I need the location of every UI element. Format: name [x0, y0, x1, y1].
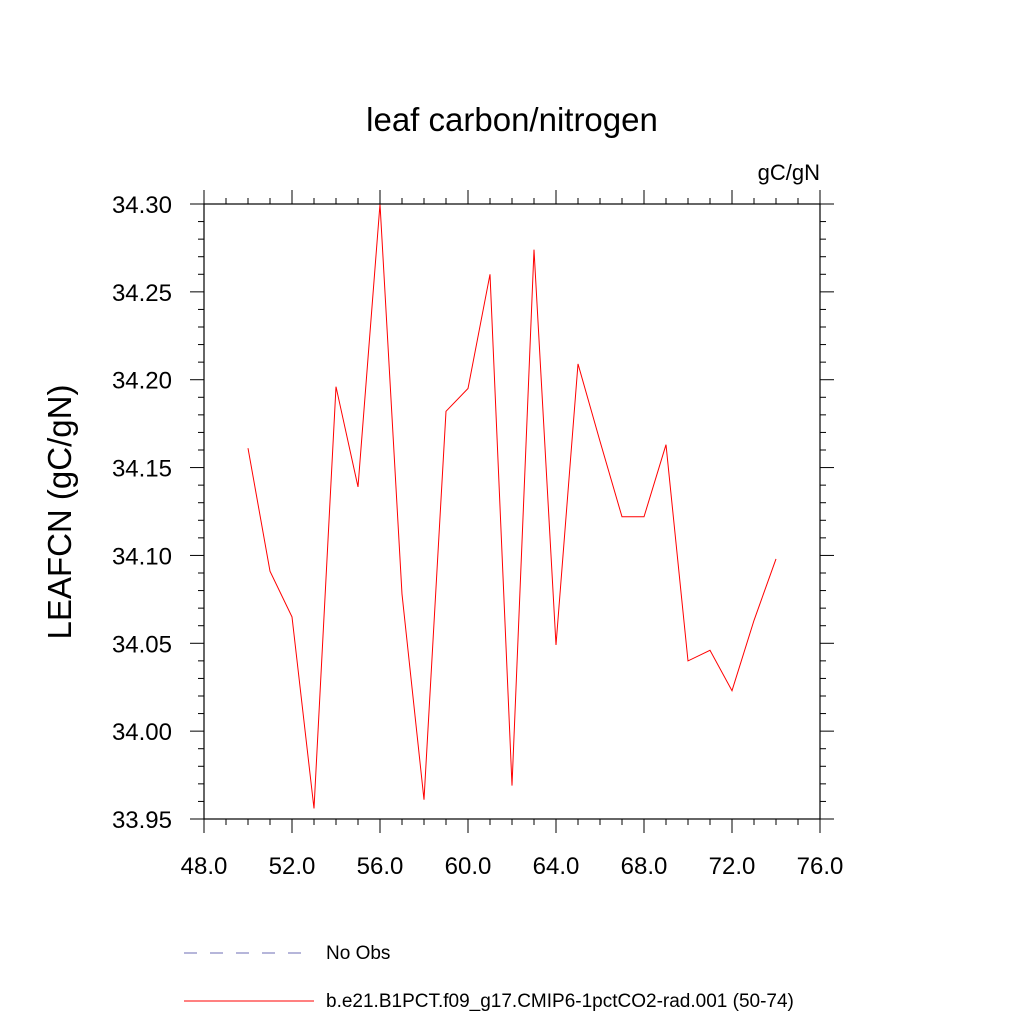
- axis-tick-labels: 48.0 52.0 56.0 60.0 64.0 68.0 72.0 76.0 33.95 34.…: [112, 192, 843, 880]
- y-tick-label: 34.15: [112, 456, 172, 483]
- y-tick-label: 33.95: [112, 807, 172, 834]
- x-tick-label: 52.0: [269, 853, 316, 880]
- x-tick-label: 72.0: [709, 853, 756, 880]
- x-tick-label: 48.0: [181, 853, 228, 880]
- chart-title: leaf carbon/nitrogen: [366, 101, 658, 138]
- plot-frame: [203, 203, 821, 820]
- y-tick-label: 34.30: [112, 192, 172, 219]
- legend-label-model: b.e21.B1PCT.f09_g17.CMIP6-1pctCO2-rad.00…: [326, 991, 794, 1012]
- y-tick-label: 34.05: [112, 631, 172, 658]
- x-tick-label: 76.0: [797, 853, 844, 880]
- y-tick-label: 34.00: [112, 719, 172, 746]
- series-line: [247, 203, 777, 809]
- units-label: gC/gN: [758, 160, 820, 185]
- x-tick-label: 64.0: [533, 853, 580, 880]
- y-tick-label: 34.25: [112, 280, 172, 307]
- legend-label-no-obs: No Obs: [326, 943, 390, 964]
- data-series: [247, 203, 777, 809]
- y-tick-label: 34.20: [112, 368, 172, 395]
- legend: No Obs b.e21.B1PCT.f09_g17.CMIP6-1pctCO2…: [184, 943, 794, 1012]
- axis-ticks: [190, 190, 834, 833]
- x-tick-label: 60.0: [445, 853, 492, 880]
- y-axis-label: LEAFCN (gC/gN): [41, 385, 78, 640]
- y-tick-label: 34.10: [112, 543, 172, 570]
- x-tick-label: 56.0: [357, 853, 404, 880]
- x-tick-label: 68.0: [621, 853, 668, 880]
